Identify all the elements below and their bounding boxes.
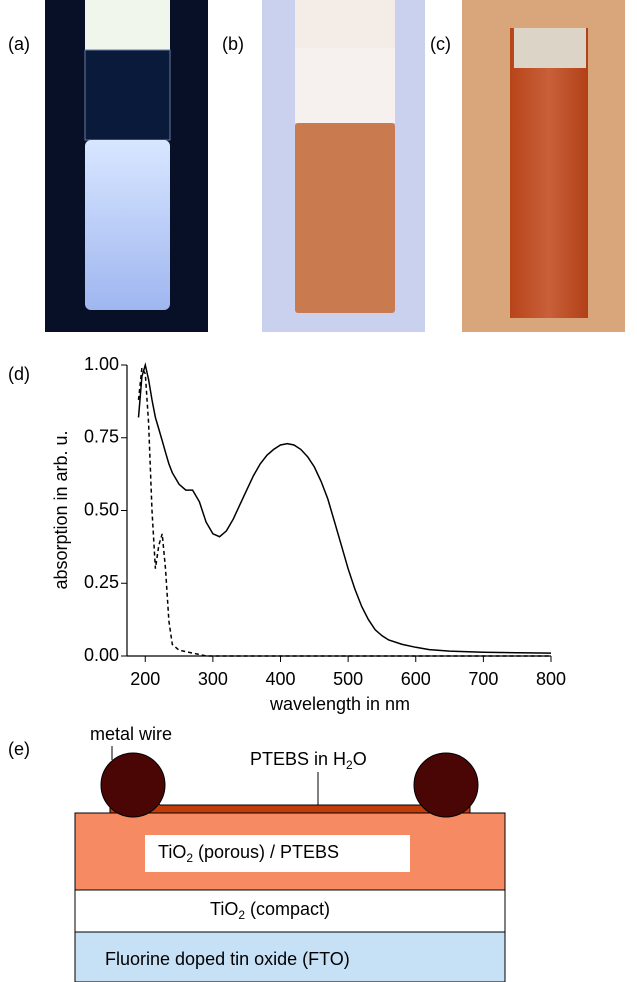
x-axis-label: wavelength in nm <box>269 694 410 714</box>
y-tick-label: 0.75 <box>84 427 119 447</box>
figure: (a) (b) (c) (d) (e) wavelength in nm abs… <box>0 0 637 982</box>
panel-label: (e) <box>8 739 30 759</box>
panel-label: (d) <box>8 364 30 384</box>
x-tick-label: 700 <box>468 669 498 689</box>
spectrum-line <box>139 365 552 653</box>
wire-label: metal wire <box>90 724 172 744</box>
photo-c <box>462 0 625 332</box>
text-part: TiO <box>210 899 238 919</box>
absorption-chart: wavelength in nm absorption in arb. u. 0… <box>51 354 566 714</box>
x-tick-label: 800 <box>536 669 566 689</box>
y-tick-label: 0.50 <box>84 499 119 519</box>
photo-a <box>45 0 208 332</box>
y-tick-label: 0.25 <box>84 572 119 592</box>
text-part: TiO <box>158 842 186 862</box>
y-tick-label: 0.00 <box>84 645 119 665</box>
metal-wire <box>414 753 478 817</box>
text-part: (compact) <box>245 899 330 919</box>
x-tick-label: 500 <box>333 669 363 689</box>
figure-canvas: (a) (b) (c) (d) (e) wavelength in nm abs… <box>0 0 637 982</box>
x-tick-label: 400 <box>265 669 295 689</box>
x-tick-label: 200 <box>130 669 160 689</box>
metal-wire <box>101 753 165 817</box>
photo-b <box>262 0 425 332</box>
spectrum-line <box>139 368 552 656</box>
panel-label: (a) <box>8 34 30 54</box>
text-part: (porous) / PTEBS <box>193 842 339 862</box>
fto-label: Fluorine doped tin oxide (FTO) <box>105 949 350 969</box>
panel-label: (b) <box>222 34 244 54</box>
x-tick-label: 600 <box>401 669 431 689</box>
text-part: O <box>353 749 367 769</box>
panel-label: (c) <box>430 34 451 54</box>
y-axis-label: absorption in arb. u. <box>51 430 71 589</box>
device-diagram: Fluorine doped tin oxide (FTO) TiO2 (com… <box>75 724 505 982</box>
text-part: PTEBS in H <box>250 749 346 769</box>
y-tick-label: 1.00 <box>84 354 119 374</box>
solution-label: PTEBS in H2O <box>250 749 367 772</box>
x-tick-label: 300 <box>198 669 228 689</box>
porous-label: TiO2 (porous) / PTEBS <box>158 842 339 865</box>
compact-label: TiO2 (compact) <box>210 899 330 922</box>
